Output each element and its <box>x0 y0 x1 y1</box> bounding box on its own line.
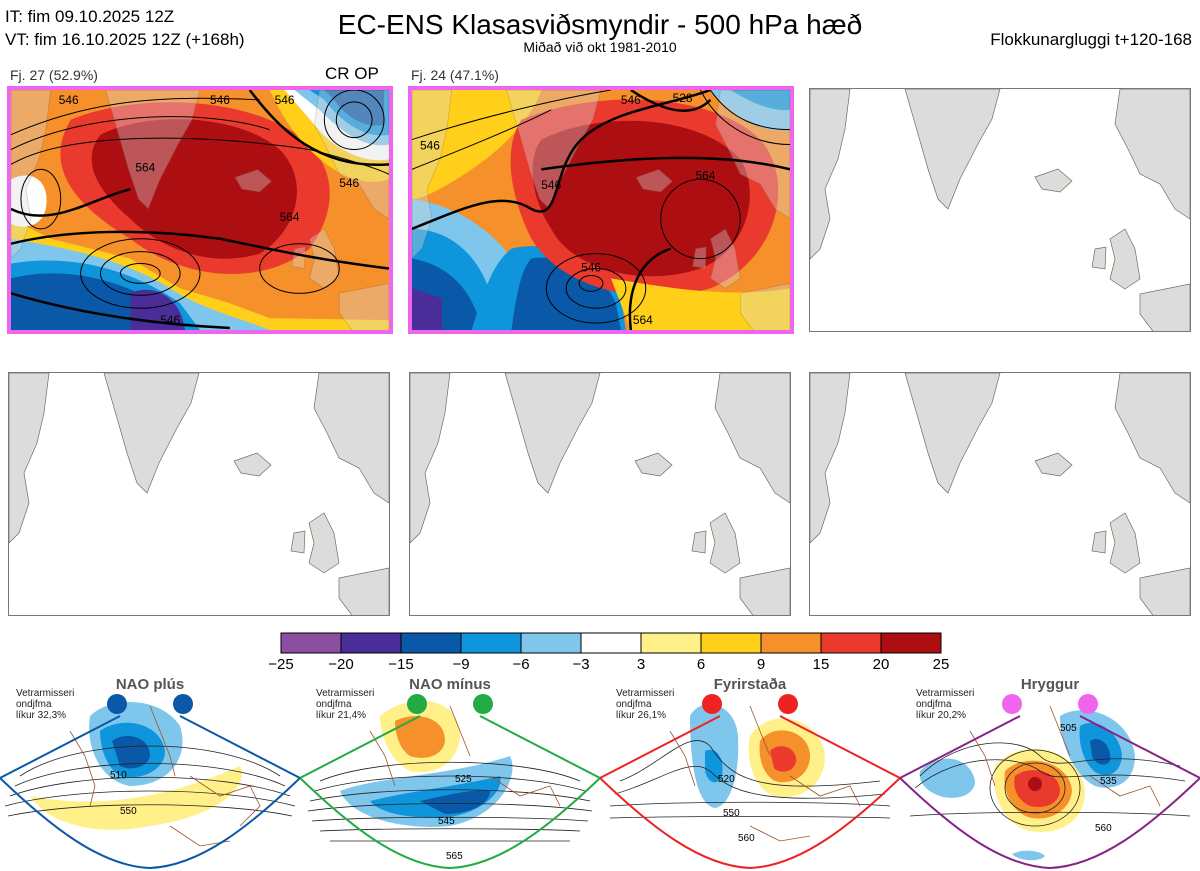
colorbar-tick-label: 20 <box>872 656 890 673</box>
regime-blocking: 520 550 560 Fyrirstaða Vetrarmisseri ondj… <box>600 676 900 871</box>
regime-note: Vetrarmisseri ondjfma líkur 32,3% <box>16 688 75 721</box>
regime-contour-label: 550 <box>723 808 740 819</box>
colorbar-tick-label: −9 <box>452 656 470 673</box>
colorbar-swatch <box>880 632 942 654</box>
valid-time: VT: fim 16.10.2025 12Z (+168h) <box>5 30 245 49</box>
regime-title: Hryggur <box>1020 676 1080 693</box>
contour-label: 564 <box>280 210 300 224</box>
regime-indicator-dot <box>702 694 722 714</box>
regime-title: NAO mínus <box>409 676 491 693</box>
regime-note: Vetrarmisseri ondjfma líkur 21,4% <box>316 688 375 721</box>
classification-window: Flokkunargluggi t+120-168 <box>990 30 1192 49</box>
contour-label: 546 <box>621 93 641 107</box>
contour-label: 564 <box>135 160 155 174</box>
colorbar-swatch <box>700 632 762 654</box>
cluster-panel-2[interactable]: 546 546 528 546 564 546 564 <box>408 86 794 334</box>
cluster-panel-4[interactable] <box>8 372 390 616</box>
colorbar-tick-label: −15 <box>388 656 414 673</box>
regime-contour-label: 560 <box>738 833 755 844</box>
header-info: IT: fim 09.10.2025 12Z VT: fim 16.10.202… <box>5 5 245 51</box>
regime-contour-label: 545 <box>438 816 455 827</box>
regime-nao-minus: 525 545 565 NAO mínus Vetrarmisseri ondjf… <box>300 676 600 871</box>
contour-label: 546 <box>275 93 295 107</box>
colorbar-swatch <box>760 632 822 654</box>
regime-nao-plus: 510 550 NAO plús Vetrarmisseri ondjfma lík… <box>0 676 300 871</box>
regime-indicator-dot <box>1002 694 1022 714</box>
regime-contour-label: 565 <box>446 851 463 862</box>
colorbar-tick-label: 6 <box>696 656 706 673</box>
cluster-panel-3[interactable] <box>809 88 1191 332</box>
contour-label: 546 <box>59 93 79 107</box>
cluster-panel-6[interactable] <box>809 372 1191 616</box>
regime-note: Vetrarmisseri ondjfma líkur 20,2% <box>916 688 975 721</box>
regime-indicator-dot <box>473 694 493 714</box>
colorbar-tick-label: −20 <box>328 656 354 673</box>
page-subtitle: Miðað við okt 1981-2010 <box>523 39 677 55</box>
colorbar-tick-label: 25 <box>932 656 950 673</box>
colorbar-swatch <box>460 632 522 654</box>
regime-ridge: 505 535 560 Hryggur Vetrarmisseri ondjfma… <box>900 676 1200 871</box>
colorbar-swatch <box>640 632 702 654</box>
contour-label: 546 <box>581 261 601 275</box>
contour-label: 546 <box>210 93 230 107</box>
cluster-label-1: Fj. 27 (52.9%) <box>10 67 98 83</box>
cluster-panel-5[interactable] <box>409 372 791 616</box>
regime-title: Fyrirstaða <box>713 676 787 693</box>
regime-contour-label: 510 <box>110 770 127 781</box>
colorbar-swatch <box>280 632 342 654</box>
page-title: EC-ENS Klasasviðsmyndir - 500 hPa hæð <box>337 9 863 40</box>
colorbar-swatch <box>580 632 642 654</box>
cluster-tag-1: CR OP <box>325 64 379 83</box>
initial-time: IT: fim 09.10.2025 12Z <box>5 7 175 26</box>
contour-label: 564 <box>633 313 653 327</box>
contour-label: 528 <box>673 91 693 105</box>
regime-indicator-dot <box>407 694 427 714</box>
contour-label: 546 <box>420 139 440 153</box>
regime-indicator-dot <box>173 694 193 714</box>
contour-label: 546 <box>541 178 561 192</box>
regime-indicator-dot <box>778 694 798 714</box>
regime-contour-label: 550 <box>120 806 137 817</box>
cluster-panel-1[interactable]: 546 546 546 564 564 546 546 <box>7 86 393 334</box>
colorbar-tick-label: −6 <box>512 656 530 673</box>
regime-contour-label: 520 <box>718 774 735 785</box>
colorbar-swatch <box>340 632 402 654</box>
colorbar-tick-label: −25 <box>268 656 294 673</box>
cluster-label-2: Fj. 24 (47.1%) <box>411 67 499 83</box>
colorbar-swatch <box>520 632 582 654</box>
colorbar-tick-label: −3 <box>572 656 590 673</box>
regime-title: NAO plús <box>115 676 185 693</box>
colorbar-tick-label: 3 <box>636 656 646 673</box>
regime-contour-label: 535 <box>1100 776 1117 787</box>
colorbar-tick-label: 15 <box>812 656 830 673</box>
regime-indicator-dot <box>1078 694 1098 714</box>
colorbar-swatch <box>820 632 882 654</box>
regime-contour-label: 560 <box>1095 823 1112 834</box>
colorbar-swatch <box>400 632 462 654</box>
colorbar <box>280 632 942 654</box>
contour-label: 546 <box>160 313 180 327</box>
contour-label: 546 <box>339 176 359 190</box>
regime-note: Vetrarmisseri ondjfma líkur 26,1% <box>616 688 675 721</box>
regime-contour-label: 505 <box>1060 723 1077 734</box>
regime-contour-label: 525 <box>455 774 472 785</box>
contour-label: 564 <box>696 168 716 182</box>
regime-indicator-dot <box>107 694 127 714</box>
colorbar-tick-label: 9 <box>756 656 766 673</box>
